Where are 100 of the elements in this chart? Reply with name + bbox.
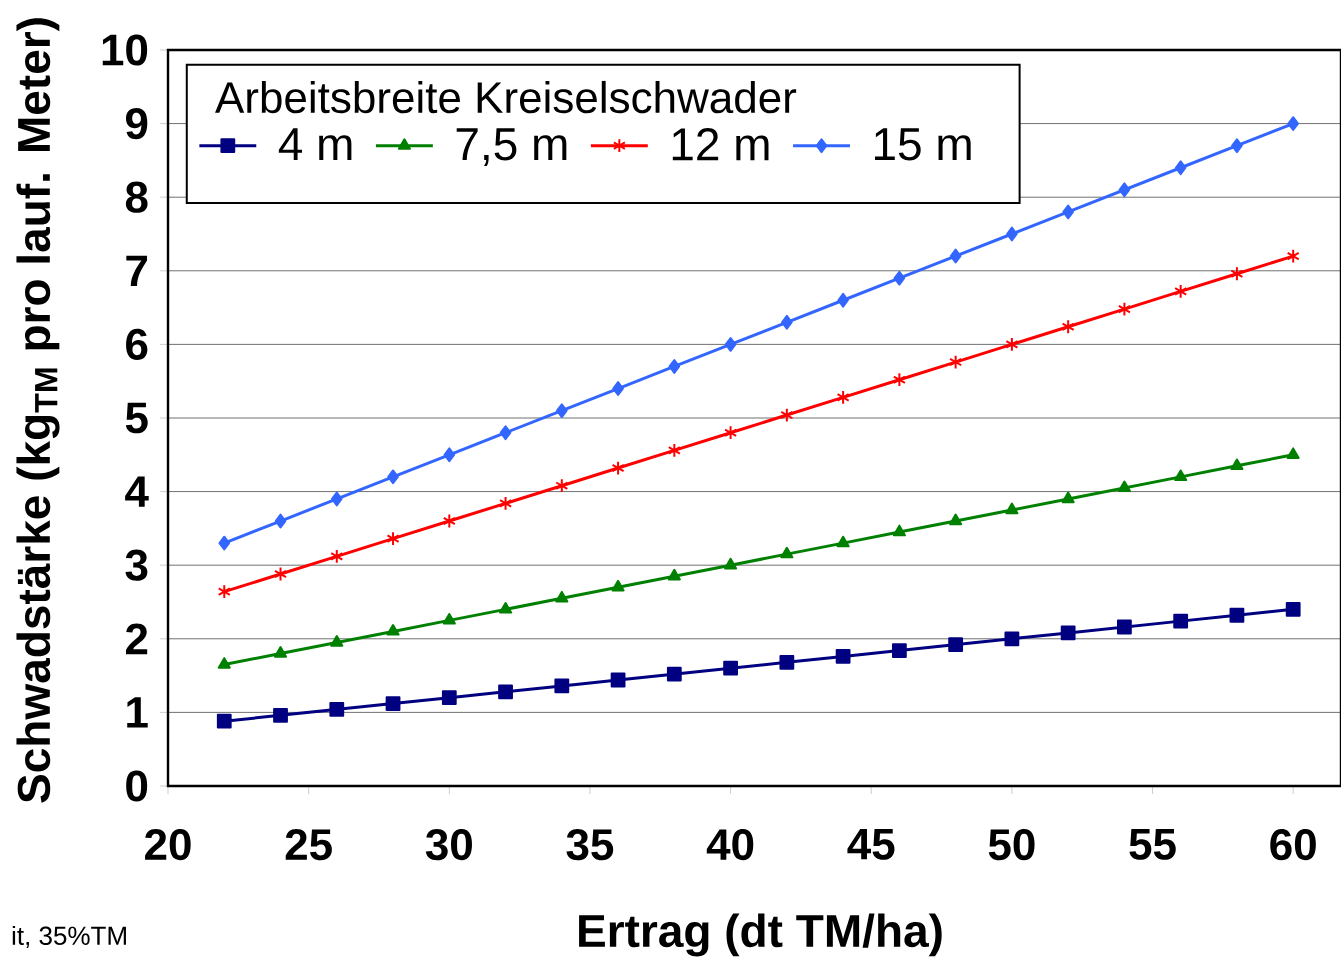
y-tick-label: 5 [125,402,148,434]
point [612,381,624,396]
x-tick-label: 60 [1270,829,1316,861]
point [273,707,288,723]
point [1230,266,1244,282]
point [1286,447,1300,459]
point [1286,248,1300,264]
x-tick-label: 20 [145,829,191,861]
point [330,548,344,564]
y-tick-label: 4 [125,476,149,507]
point [779,654,795,670]
point [724,336,737,352]
point [1174,160,1187,176]
y-tick-label: 8 [125,181,148,213]
y-tick-label: 0 [126,770,148,802]
point [949,354,963,370]
point [217,657,231,669]
point [836,535,850,548]
point [442,612,456,625]
point [443,447,456,463]
point [554,678,570,694]
point [1006,226,1018,242]
x-tick-label: 45 [847,829,895,860]
point [273,566,288,582]
legend-title: Arbeitsbreite Kreiselschwader [215,80,797,114]
point [667,568,681,581]
point [836,389,850,405]
point [330,491,343,507]
point [386,531,400,547]
point [610,672,626,688]
y-tick-label: 3 [125,549,148,581]
point [949,248,962,264]
point [1117,619,1132,635]
point [217,584,231,600]
point [892,524,906,537]
point [1062,204,1074,220]
x-axis-title: Ertrag (dt TM/ha) [579,913,942,957]
point [668,359,681,374]
x-tick-label: 35 [566,829,614,861]
point [329,702,345,717]
x-tick-label: 25 [285,829,332,861]
point [1173,613,1189,629]
y-tick-label: 6 [126,328,148,360]
point [837,292,849,308]
point [1061,491,1075,504]
point [273,646,288,658]
point [499,601,513,614]
point [1117,480,1131,493]
point [499,495,513,511]
point [441,690,457,706]
point [442,513,456,529]
point [611,579,625,592]
point [948,637,964,653]
y-tick-label: 7 [126,255,148,286]
point [893,270,906,286]
point [1061,319,1075,335]
point [892,372,906,388]
point [724,557,738,570]
point [1229,607,1245,623]
point [218,535,231,551]
point [386,624,400,636]
x-tick-label: 40 [706,829,754,861]
legend-label: 7,5 m [456,128,567,166]
point [387,469,399,485]
point [780,407,794,423]
point [891,643,907,658]
legend-label: 15 m [874,128,971,161]
point [330,635,344,647]
x-tick-label: 30 [425,829,472,861]
point [274,513,287,529]
point [1004,631,1020,647]
point [949,513,963,526]
y-tick-label: 2 [126,623,148,655]
point [666,666,682,682]
point [611,460,625,476]
point [499,425,512,441]
point [1174,469,1188,482]
point [1174,284,1188,299]
point [555,478,569,494]
point [1118,182,1131,198]
point [1230,458,1244,471]
point [781,314,793,330]
point [1287,116,1299,131]
y-tick-label: 9 [126,108,148,140]
x-tick-label: 55 [1129,829,1176,860]
point [498,684,513,700]
point [723,660,738,676]
x-tick-label: 50 [988,829,1035,861]
point [1005,502,1019,515]
point [667,442,681,458]
point [1231,138,1243,154]
point [1285,601,1301,617]
point [216,713,232,729]
text: it, 35%TM [12,925,126,949]
point [555,590,569,603]
point [1117,301,1131,317]
point [1005,336,1019,352]
point [780,546,794,559]
point [556,403,568,419]
point [724,425,738,441]
